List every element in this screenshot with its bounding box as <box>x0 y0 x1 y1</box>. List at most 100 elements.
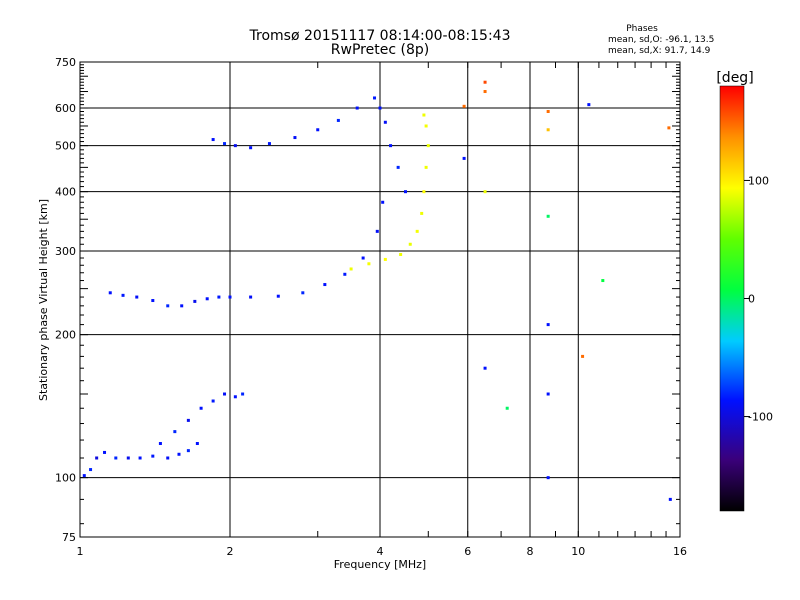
data-point <box>383 120 387 124</box>
chart-subtitle: RwPretec (8p) <box>331 42 429 58</box>
x-axis-title: Frequency [MHz] <box>334 558 426 571</box>
data-point <box>399 252 403 256</box>
data-point <box>126 456 130 460</box>
data-point <box>301 291 305 295</box>
data-point <box>177 452 181 456</box>
data-point <box>546 392 550 396</box>
y-tick-label: 100 <box>55 472 76 485</box>
data-point <box>389 144 393 148</box>
y-tick-label: 300 <box>55 245 76 258</box>
data-point <box>217 295 221 299</box>
data-point <box>103 450 107 454</box>
stats-x-mode: mean, sd,X: 91.7, 14.9 <box>608 46 711 56</box>
data-point <box>422 190 426 194</box>
data-point <box>223 142 227 146</box>
data-point <box>483 80 487 84</box>
y-tick-label: 400 <box>55 186 76 199</box>
data-point <box>186 449 190 453</box>
data-point <box>193 299 197 303</box>
data-point <box>82 474 86 478</box>
data-point <box>343 272 347 276</box>
x-tick-label: 4 <box>377 545 384 558</box>
data-point <box>199 406 203 410</box>
data-point <box>667 126 671 130</box>
data-point <box>420 211 424 215</box>
y-tick-label: 75 <box>62 531 76 544</box>
colorbar-ticks: 100 0 -100 <box>744 174 773 424</box>
data-point <box>361 256 365 260</box>
x-tick-label: 6 <box>464 545 471 558</box>
data-point <box>424 165 428 169</box>
data-point <box>186 418 190 422</box>
data-point <box>95 456 99 460</box>
data-point <box>241 392 245 396</box>
data-point <box>323 283 327 287</box>
data-point <box>483 366 487 370</box>
data-point <box>546 128 550 132</box>
data-point <box>403 190 407 194</box>
data-point <box>367 262 371 266</box>
axis-ticks: 1 2 4 6 8 10 16 75 100 200 300 400 500 600 750 <box>55 56 687 558</box>
colorbar <box>719 85 745 512</box>
data-point <box>462 104 466 108</box>
y-tick-label: 750 <box>55 56 76 69</box>
data-point <box>114 456 118 460</box>
data-point <box>408 242 412 246</box>
colorbar-tick-label: 0 <box>748 293 755 306</box>
data-point <box>276 294 280 298</box>
data-point <box>381 200 385 204</box>
data-point <box>151 454 155 458</box>
data-point <box>373 96 377 100</box>
data-point <box>211 399 215 403</box>
data-point <box>233 144 237 148</box>
data-point <box>166 304 170 308</box>
data-point <box>158 442 162 446</box>
y-tick-label: 500 <box>55 140 76 153</box>
x-tick-label: 16 <box>673 545 687 558</box>
data-point <box>483 190 487 194</box>
data-point <box>422 113 426 117</box>
data-point <box>228 295 232 299</box>
x-tick-label: 1 <box>77 545 84 558</box>
data-point <box>601 279 605 283</box>
colorbar-label: [deg] <box>716 70 753 86</box>
data-point <box>375 229 379 233</box>
data-point <box>546 214 550 218</box>
data-point <box>205 297 209 301</box>
data-point <box>267 142 271 146</box>
data-point <box>349 267 353 271</box>
data-point <box>173 430 177 434</box>
data-point <box>108 291 112 295</box>
data-point <box>483 90 487 94</box>
data-point <box>505 406 509 410</box>
data-point <box>378 106 382 110</box>
y-axis-title: Stationary phase Virtual Height [km] <box>37 199 50 401</box>
data-point <box>587 103 591 107</box>
data-point <box>166 456 170 460</box>
data-point <box>316 128 320 132</box>
data-point <box>249 295 253 299</box>
data-point <box>89 468 93 472</box>
data-points <box>82 80 672 501</box>
data-point <box>180 304 184 308</box>
data-point <box>121 293 125 297</box>
x-tick-label: 8 <box>527 545 534 558</box>
data-point <box>249 146 253 150</box>
data-point <box>546 109 550 113</box>
y-tick-label: 200 <box>55 329 76 342</box>
data-point <box>293 136 297 140</box>
data-point <box>383 257 387 261</box>
data-point <box>546 323 550 327</box>
data-point <box>668 497 672 501</box>
data-point <box>546 476 550 480</box>
grid-lines <box>80 62 680 537</box>
data-point <box>426 144 430 148</box>
x-tick-label: 2 <box>227 545 234 558</box>
data-point <box>135 295 139 299</box>
y-tick-label: 600 <box>55 102 76 115</box>
chart-title: Tromsø 20151117 08:14:00-08:15:43 <box>249 28 511 44</box>
x-tick-label: 10 <box>571 545 585 558</box>
data-point <box>233 395 237 399</box>
data-point <box>424 124 428 128</box>
